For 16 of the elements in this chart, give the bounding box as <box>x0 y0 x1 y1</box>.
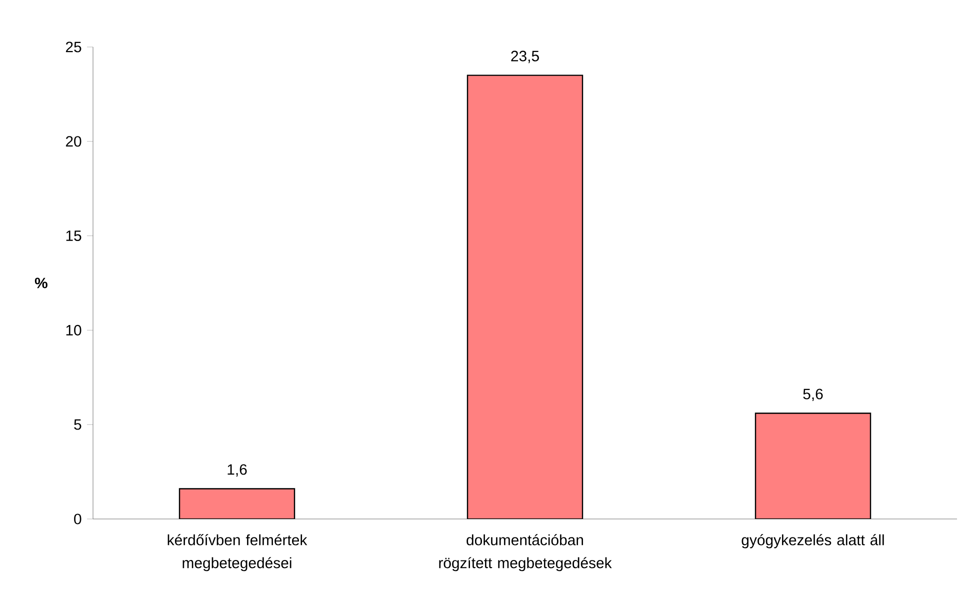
y-tick-label: 25 <box>66 42 82 52</box>
data-label: 5,6 <box>803 388 823 402</box>
bar <box>754 412 872 519</box>
y-tick-label: 15 <box>66 230 82 241</box>
y-tick-label: 20 <box>66 136 82 147</box>
y-tick-label: 0 <box>74 514 82 524</box>
bar <box>178 488 296 519</box>
x-tick-label: gyógykezelés alatt áll <box>742 534 884 548</box>
y-tick-label: 5 <box>74 419 82 430</box>
y-tick-label: 10 <box>66 324 82 336</box>
data-label: 23,5 <box>511 50 539 64</box>
bar <box>466 74 584 519</box>
data-label: 1,6 <box>228 464 247 477</box>
x-tick-label: dokumentációban rögzített megbetegedések <box>439 534 612 572</box>
y-axis-title: % <box>34 278 48 288</box>
x-tick-label: kérdőívben felmértek megbetegedései <box>168 534 308 572</box>
